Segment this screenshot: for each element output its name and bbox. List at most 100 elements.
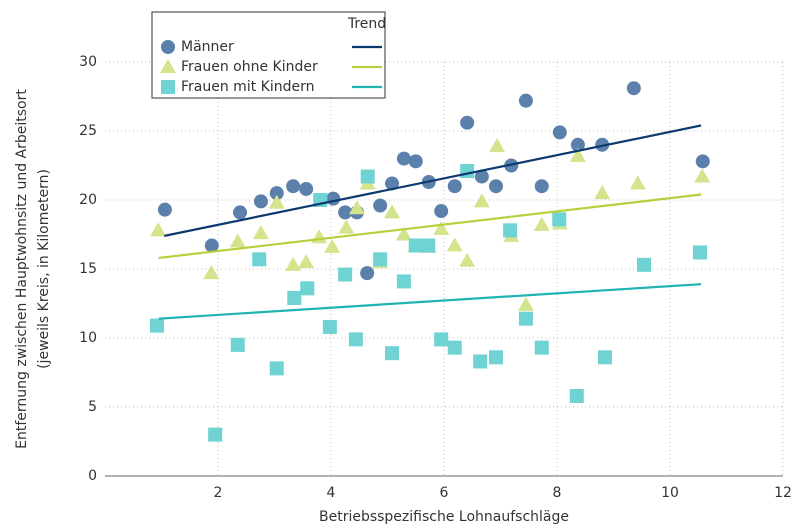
point	[285, 256, 302, 271]
point	[637, 257, 652, 272]
point	[150, 222, 167, 237]
point	[518, 93, 533, 108]
point	[517, 296, 534, 311]
point	[204, 238, 219, 253]
legend-box	[151, 11, 386, 99]
point	[433, 220, 450, 235]
x-tick-label: 4	[327, 485, 336, 501]
point	[252, 225, 269, 240]
legend-label: Frauen ohne Kinder	[181, 59, 318, 75]
x-axis-title: Betriebsspezifische Lohnaufschläge	[319, 509, 569, 525]
point	[569, 147, 586, 162]
point	[473, 354, 488, 369]
point	[384, 204, 401, 219]
point	[434, 204, 449, 219]
point	[534, 340, 549, 355]
legend-label: Männer	[181, 39, 234, 55]
point	[447, 179, 462, 194]
point	[692, 245, 707, 260]
y-tick-label: 25	[79, 123, 97, 139]
point	[326, 191, 341, 206]
point	[233, 205, 248, 220]
point	[385, 346, 400, 361]
x-tick-label: 10	[661, 485, 679, 501]
point	[460, 164, 475, 179]
point	[229, 233, 246, 248]
point	[533, 216, 550, 231]
point	[385, 176, 400, 191]
point	[203, 265, 220, 280]
point	[252, 252, 267, 267]
point	[552, 125, 567, 140]
point	[311, 229, 328, 244]
point	[569, 388, 584, 403]
point	[488, 350, 503, 365]
point	[594, 185, 611, 200]
point	[157, 202, 172, 217]
x-tick-label: 6	[440, 485, 449, 501]
legend-marker	[161, 40, 175, 54]
y-tick-label: 20	[79, 192, 97, 208]
point	[503, 223, 518, 238]
point	[598, 350, 613, 365]
point	[373, 198, 388, 213]
point	[208, 427, 223, 442]
point	[253, 194, 268, 209]
point	[322, 319, 337, 334]
point	[286, 179, 301, 194]
point	[694, 168, 711, 183]
point	[488, 179, 503, 194]
point	[230, 337, 245, 352]
point	[534, 179, 549, 194]
point	[408, 154, 423, 169]
point	[408, 238, 423, 253]
point	[338, 205, 353, 220]
point	[300, 281, 315, 296]
point	[626, 81, 641, 96]
y-tick-label: 30	[79, 54, 97, 70]
legend-marker	[160, 59, 176, 73]
point	[348, 332, 363, 347]
trend-line	[164, 124, 702, 237]
trend-line	[158, 193, 702, 260]
point	[570, 137, 585, 152]
point	[373, 252, 388, 267]
point	[459, 252, 476, 267]
point	[268, 194, 285, 209]
point	[518, 311, 533, 326]
point	[396, 274, 411, 289]
point	[299, 181, 314, 196]
x-tick-label: 8	[553, 485, 562, 501]
y-tick-label: 5	[88, 399, 97, 415]
legend-marker	[161, 80, 175, 94]
point	[489, 138, 506, 153]
point	[269, 361, 284, 376]
point	[695, 154, 710, 169]
y-tick-label: 15	[79, 261, 97, 277]
point	[434, 332, 449, 347]
y-axis-title: Entfernung zwischen Hauptwohnsitz und Ar…	[14, 89, 30, 449]
point	[473, 193, 490, 208]
legend-trend-header: Trend	[347, 16, 386, 32]
y-tick-label: 0	[88, 468, 97, 484]
point	[421, 238, 436, 253]
point	[474, 169, 489, 184]
y-axis-title: (jeweils Kreis, in Kilometern)	[36, 169, 52, 369]
x-tick-label: 12	[774, 485, 792, 501]
point	[360, 266, 375, 281]
point	[629, 175, 646, 190]
point	[338, 267, 353, 282]
point	[446, 237, 463, 252]
point	[552, 212, 567, 227]
y-tick-label: 10	[79, 330, 97, 346]
point	[287, 290, 302, 305]
legend-label: Frauen mit Kindern	[181, 79, 314, 95]
point	[395, 226, 412, 241]
point	[149, 318, 164, 333]
point	[360, 169, 375, 184]
point	[447, 340, 462, 355]
point	[396, 151, 411, 166]
point	[460, 115, 475, 130]
x-tick-label: 2	[214, 485, 223, 501]
